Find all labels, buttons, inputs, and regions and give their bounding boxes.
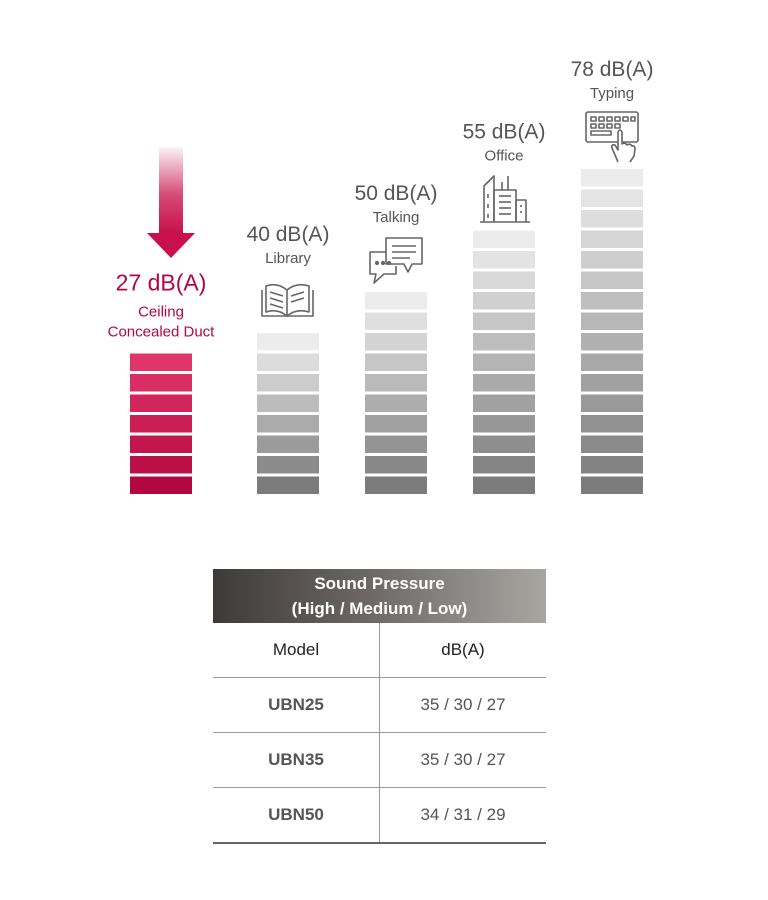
bar-segment (473, 476, 535, 494)
bar-segment (581, 312, 643, 330)
bar-segment (473, 456, 535, 474)
bar-segment (365, 415, 427, 433)
bar-segment (257, 353, 319, 371)
table-header-row: Sound Pressure (High / Medium / Low) (213, 569, 546, 623)
keyboard-typing-icon (585, 111, 639, 163)
noise-level-chart: 27 dB(A) Ceiling Concealed Duct 40 dB(A) Lib… (108, 58, 654, 494)
table-row: UBN35 35 / 30 / 27 (213, 732, 546, 788)
bar-segment (581, 374, 643, 392)
bar-segment (473, 415, 535, 433)
bar-segment (365, 435, 427, 453)
bar-segment (473, 374, 535, 392)
table-header-subtitle: (High / Medium / Low) (291, 599, 468, 618)
bar-segment (257, 435, 319, 453)
bar-segment (581, 476, 643, 494)
value-cell: 35 / 30 / 27 (379, 677, 546, 733)
bar-segment (581, 456, 643, 474)
bar-segment (130, 476, 192, 494)
bar-segment (581, 353, 643, 371)
bar-segment (365, 333, 427, 351)
value-label: 55 dB(A) (463, 121, 546, 144)
bar-segment (581, 333, 643, 351)
bar-segment (581, 169, 643, 187)
bar-segment (581, 435, 643, 453)
category-label: Office (485, 148, 524, 165)
column-header-model: Model (213, 623, 380, 678)
bar-segment (257, 476, 319, 494)
table-column-header-row: Model dB(A) (213, 623, 546, 678)
bar-segment (257, 394, 319, 412)
bar-segment (473, 292, 535, 310)
arrow-down-icon (147, 147, 195, 258)
model-cell: UBN25 (213, 677, 380, 733)
bar-segment (365, 394, 427, 412)
bar-segment (130, 456, 192, 474)
value-label: 50 dB(A) (355, 182, 438, 205)
bar-segment (581, 230, 643, 248)
category-label: Ceiling (138, 304, 184, 321)
bar-segment (473, 271, 535, 289)
category-label: Concealed Duct (108, 324, 216, 341)
bar-segment (365, 374, 427, 392)
bar-segment (365, 353, 427, 371)
bar-segment (130, 353, 192, 371)
bar-segment (473, 230, 535, 248)
table-row: UBN25 35 / 30 / 27 (213, 677, 546, 733)
bar-segment (130, 394, 192, 412)
value-label: 27 dB(A) (116, 270, 207, 296)
labels-layer: 27 dB(A) Ceiling Concealed Duct 40 dB(A) Lib… (108, 58, 654, 341)
office-building-icon (480, 175, 530, 223)
value-cell: 35 / 30 / 27 (379, 732, 546, 788)
sound-pressure-table: Sound Pressure (High / Medium / Low) Mod… (213, 569, 546, 844)
bar-segment (365, 456, 427, 474)
category-label: Typing (590, 85, 634, 102)
bar-segment (365, 312, 427, 330)
value-cell: 34 / 31 / 29 (379, 787, 546, 844)
model-cell: UBN35 (213, 732, 380, 788)
bars-layer (130, 169, 643, 494)
bar-segment (257, 415, 319, 433)
bar-segment (130, 415, 192, 433)
bar-segment (581, 394, 643, 412)
bar-segment (581, 271, 643, 289)
bar-segment (581, 251, 643, 269)
value-label: 40 dB(A) (247, 223, 330, 246)
speech-bubbles-icon (369, 237, 423, 284)
book-icon (261, 283, 314, 317)
bar-segment (257, 333, 319, 351)
column-header-value: dB(A) (379, 623, 546, 678)
bar-segment (257, 456, 319, 474)
category-label: Talking (373, 209, 420, 226)
bar-segment (581, 189, 643, 207)
bar-segment (365, 292, 427, 310)
value-label: 78 dB(A) (571, 58, 654, 81)
bar-segment (473, 312, 535, 330)
bar-segment (581, 415, 643, 433)
bar-segment (130, 435, 192, 453)
table-header: Sound Pressure (High / Medium / Low) (213, 569, 546, 623)
bar-segment (473, 333, 535, 351)
bar-segment (473, 435, 535, 453)
bar-segment (581, 292, 643, 310)
category-label: Library (265, 250, 311, 267)
bar-segment (473, 394, 535, 412)
model-cell: UBN50 (213, 787, 380, 844)
bar-segment (473, 251, 535, 269)
bar-segment (365, 476, 427, 494)
table-row: UBN50 34 / 31 / 29 (213, 787, 546, 844)
table-header-title: Sound Pressure (314, 574, 445, 593)
bar-segment (257, 374, 319, 392)
bar-segment (473, 353, 535, 371)
bar-segment (130, 374, 192, 392)
bar-segment (581, 210, 643, 228)
